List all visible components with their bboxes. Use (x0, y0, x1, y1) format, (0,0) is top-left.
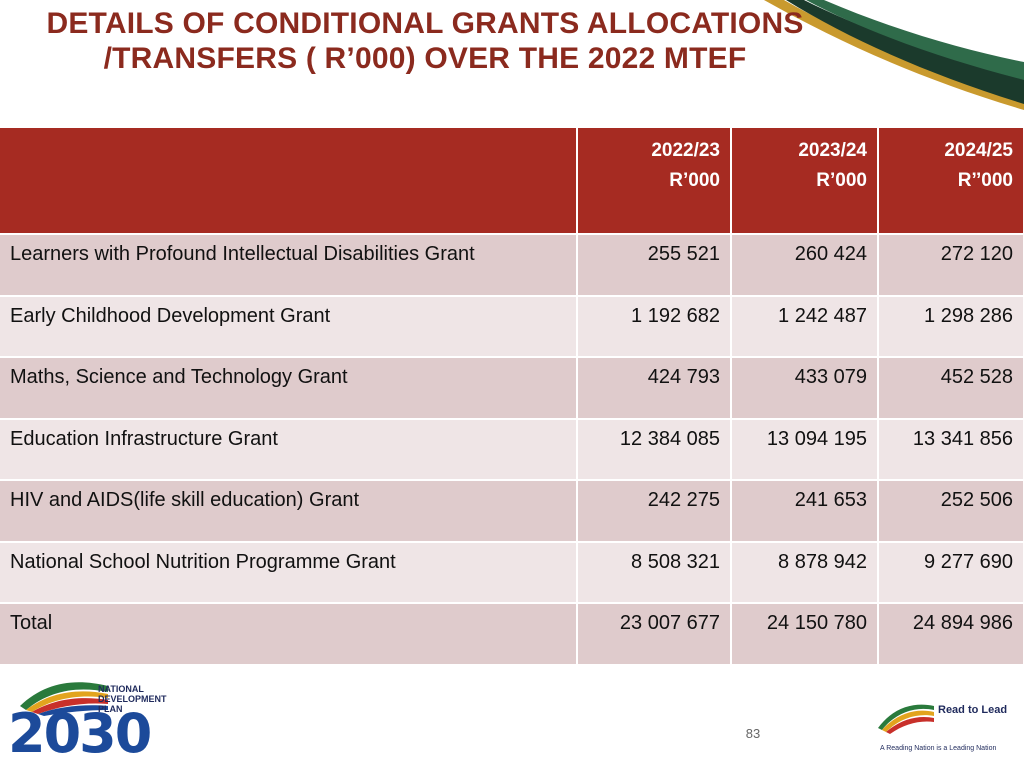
header-blank-cell (0, 128, 578, 235)
value-cell: 433 079 (731, 357, 879, 420)
value-cell: 8 878 942 (731, 541, 879, 604)
grant-name-cell: National School Nutrition Programme Gran… (0, 541, 578, 604)
value-cell: 9 277 690 (878, 541, 1024, 604)
table-row: Learners with Profound Intellectual Disa… (0, 234, 1024, 297)
value-cell: 242 275 (577, 480, 732, 543)
total-value-cell: 24 150 780 (731, 603, 879, 666)
total-value-cell: 24 894 986 (878, 603, 1024, 666)
header-col-2022: 2022/23 R’000 (577, 128, 732, 235)
value-cell: 255 521 (577, 234, 732, 297)
ndp-wordmark: NATIONAL DEVELOPMENT PLAN (98, 684, 167, 714)
value-cell: 424 793 (577, 357, 732, 420)
value-cell: 260 424 (731, 234, 879, 297)
page-number: 83 (745, 726, 761, 741)
total-label-cell: Total (0, 603, 578, 666)
value-cell: 1 298 286 (878, 295, 1024, 358)
header-unit: R’000 (816, 170, 867, 191)
ndp-year: 2030 (8, 702, 152, 765)
ndp-line: DEVELOPMENT (98, 694, 167, 704)
table-row: HIV and AIDS(life skill education) Grant… (0, 480, 1024, 543)
grants-table: 2022/23 R’000 2023/24 R’000 2024/25 R’’0… (0, 128, 1024, 666)
read-to-lead-logo: Read to Lead A Reading Nation is a Leadi… (876, 694, 1016, 758)
table-row: Maths, Science and Technology Grant 424 … (0, 357, 1024, 420)
header-col-2023: 2023/24 R’000 (731, 128, 879, 235)
header-col-2024: 2024/25 R’’000 (878, 128, 1024, 235)
value-cell: 1 242 487 (731, 295, 879, 358)
grant-name-cell: Learners with Profound Intellectual Disa… (0, 234, 578, 297)
ndp-line: NATIONAL (98, 684, 144, 694)
table-row: National School Nutrition Programme Gran… (0, 541, 1024, 604)
grant-name-cell: Education Infrastructure Grant (0, 418, 578, 481)
table-row: Early Childhood Development Grant 1 192 … (0, 295, 1024, 358)
value-cell: 452 528 (878, 357, 1024, 420)
header-year: 2022/23 (651, 140, 720, 161)
header-year: 2024/25 (944, 140, 1013, 161)
rtl-heading: Read to Lead (938, 704, 1008, 716)
rtl-tagline: A Reading Nation is a Leading Nation (880, 745, 997, 752)
value-cell: 13 094 195 (731, 418, 879, 481)
value-cell: 12 384 085 (577, 418, 732, 481)
value-cell: 241 653 (731, 480, 879, 543)
table-header-row: 2022/23 R’000 2023/24 R’000 2024/25 R’’0… (0, 128, 1024, 235)
table-row: Education Infrastructure Grant 12 384 08… (0, 418, 1024, 481)
grant-name-cell: Early Childhood Development Grant (0, 295, 578, 358)
value-cell: 272 120 (878, 234, 1024, 297)
ndp-line: PLAN (98, 704, 123, 714)
page-title: DETAILS OF CONDITIONAL GRANTS ALLOCATION… (46, 7, 804, 75)
open-book-icon (878, 704, 934, 734)
header-unit: R’000 (669, 170, 720, 191)
value-cell: 1 192 682 (577, 295, 732, 358)
grant-name-cell: HIV and AIDS(life skill education) Grant (0, 480, 578, 543)
ndp-2030-logo: NATIONAL DEVELOPMENT PLAN 2030 (6, 672, 188, 768)
header-year: 2023/24 (798, 140, 867, 161)
grant-name-cell: Maths, Science and Technology Grant (0, 357, 578, 420)
value-cell: 252 506 (878, 480, 1024, 543)
corner-swoosh-decoration (764, 0, 1024, 110)
header-unit: R’’000 (957, 170, 1013, 191)
table-total-row: Total 23 007 677 24 150 780 24 894 986 (0, 603, 1024, 666)
value-cell: 13 341 856 (878, 418, 1024, 481)
value-cell: 8 508 321 (577, 541, 732, 604)
flag-swoosh-icon (20, 682, 108, 716)
total-value-cell: 23 007 677 (577, 603, 732, 666)
